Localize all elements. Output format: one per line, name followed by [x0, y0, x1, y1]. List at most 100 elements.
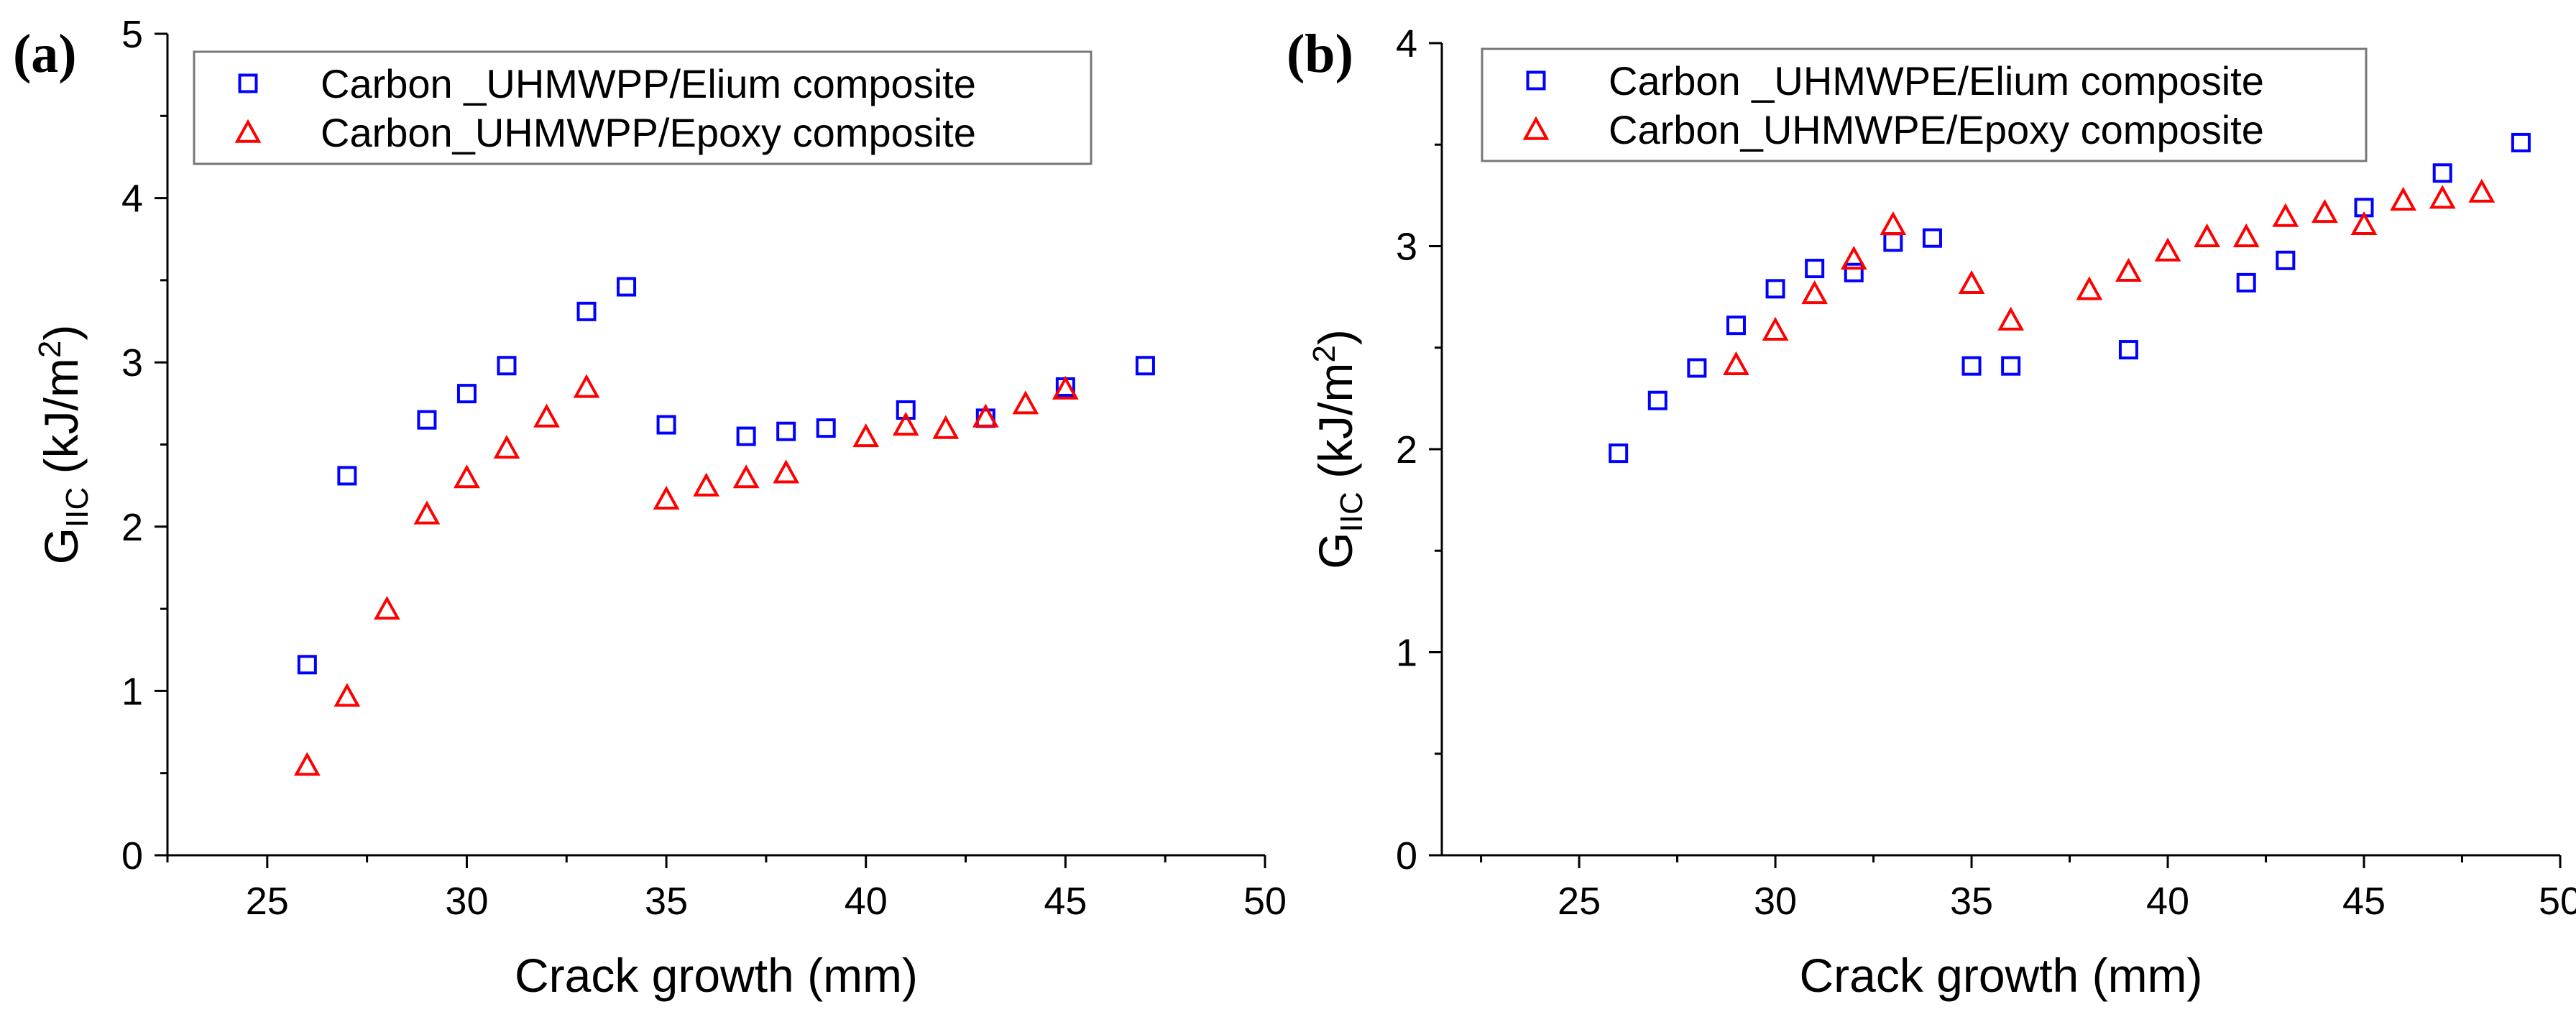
- y-axis-label-sup: 2: [1307, 345, 1342, 362]
- chart-panel-b: (b) 25 30 35 40 45 50 0 1 2 3 4 Crack growth (mm) GII…: [1287, 22, 2576, 1002]
- data-point: [852, 423, 880, 448]
- data-point: [1726, 316, 1746, 336]
- data-point: [576, 301, 597, 321]
- data-point: [293, 752, 321, 776]
- data-point: [2076, 276, 2103, 300]
- data-point: [1844, 262, 1864, 282]
- legend-marker-triangle-icon: [1522, 116, 1550, 140]
- y-tick-label: 2: [1396, 428, 1417, 471]
- legend: Carbon _UHMWPE/Elium compositeCarbon_UHM…: [1481, 47, 2368, 162]
- data-point: [1762, 316, 1789, 341]
- x-tick-label: 30: [445, 880, 488, 923]
- x-tick-label: 50: [2539, 880, 2576, 923]
- y-axis-label: GIIC (kJ/m2): [1307, 329, 1369, 569]
- y-tick-label: 1: [121, 670, 143, 713]
- data-point: [1922, 228, 1942, 248]
- legend-marker-square-icon: [1526, 70, 1546, 91]
- data-point: [2118, 340, 2138, 360]
- y-axis-label-sup: 2: [32, 341, 68, 358]
- data-point: [656, 415, 676, 435]
- x-axis-label: Crack growth (mm): [515, 949, 918, 1002]
- data-point: [617, 277, 637, 297]
- data-point: [1052, 375, 1079, 400]
- data-point: [732, 464, 760, 489]
- panel-label: (a): [13, 24, 77, 84]
- data-point: [2390, 187, 2417, 211]
- data-point: [417, 410, 437, 430]
- x-tick-label: 30: [1754, 880, 1797, 923]
- data-point: [2312, 198, 2338, 224]
- y-tick-label: 5: [121, 13, 143, 56]
- legend-box: [1481, 47, 2368, 162]
- data-point: [736, 426, 756, 446]
- data-point: [776, 421, 796, 441]
- x-axis-label: Crack growth (mm): [1799, 949, 2202, 1002]
- x-tick-label: 50: [1243, 880, 1287, 923]
- legend-entry-label: Carbon_UHMWPE/Epoxy composite: [1609, 107, 2264, 152]
- legend-marker-triangle-icon: [234, 119, 262, 143]
- legend-marker-square-icon: [238, 73, 258, 93]
- data-point: [2429, 185, 2456, 209]
- y-tick-label: 4: [121, 178, 143, 221]
- data-point: [932, 415, 960, 439]
- y-tick-label: 3: [1396, 226, 1417, 269]
- x-tick-label: 25: [1558, 880, 1601, 923]
- data-point: [2232, 223, 2260, 247]
- x-tick-label: 40: [2146, 880, 2189, 923]
- data-point: [1883, 232, 1903, 252]
- y-tick-label: 1: [1396, 632, 1417, 675]
- data-point: [2276, 250, 2296, 270]
- x-tick-label: 40: [845, 880, 888, 923]
- y-axis-label-main: G: [34, 528, 88, 564]
- data-point: [1609, 443, 1629, 464]
- y-axis-label: GIIC (kJ/m2): [32, 325, 95, 565]
- series-elium: [1609, 132, 2531, 464]
- data-point: [497, 356, 517, 376]
- data-point: [773, 459, 800, 484]
- data-point: [413, 500, 441, 525]
- data-point: [374, 596, 400, 620]
- data-point: [2236, 272, 2256, 293]
- panel-label: (b): [1287, 24, 1353, 84]
- x-tick-label: 45: [2342, 880, 2386, 923]
- data-point: [896, 400, 916, 420]
- legend-entry-label: Carbon _UHMWPP/Elium composite: [321, 61, 976, 106]
- data-point: [2272, 203, 2299, 227]
- data-point: [2511, 132, 2531, 152]
- legend-box: [193, 50, 1092, 165]
- data-point: [2350, 211, 2378, 236]
- data-point: [533, 403, 560, 428]
- data-point: [2001, 356, 2021, 376]
- x-tick-label: 35: [645, 880, 688, 923]
- data-point: [1880, 211, 1907, 236]
- data-point: [2432, 163, 2452, 183]
- y-axis-label-sub: IIC: [60, 487, 95, 528]
- data-point: [573, 374, 600, 398]
- x-tick-label: 35: [1950, 880, 1993, 923]
- data-point: [454, 464, 480, 489]
- series-elium: [297, 277, 1155, 675]
- legend-entry-label: Carbon_UHMWPP/Epoxy composite: [321, 110, 976, 155]
- data-point: [892, 412, 919, 436]
- data-point: [2115, 257, 2142, 282]
- y-axis-label-close: ): [1309, 329, 1362, 345]
- data-point: [1765, 279, 1785, 299]
- data-point: [334, 683, 361, 707]
- y-axis-label-sub: IIC: [1334, 492, 1369, 532]
- data-point: [1687, 358, 1707, 378]
- y-tick-label: 0: [1396, 834, 1417, 878]
- data-point: [2154, 237, 2181, 262]
- y-tick-label: 0: [121, 834, 143, 878]
- data-point: [1012, 390, 1039, 415]
- y-axis-label-unit: (kJ/m: [34, 358, 88, 487]
- x-tick-label: 45: [1044, 880, 1087, 923]
- x-tick-label: 25: [246, 880, 289, 923]
- data-point: [2194, 223, 2221, 247]
- data-point: [456, 384, 477, 404]
- legend-entry-label: Carbon _UHMWPE/Elium composite: [1609, 58, 2264, 103]
- data-point: [1805, 259, 1825, 279]
- series-epoxy: [293, 374, 1079, 776]
- y-axis-label-main: G: [1309, 533, 1362, 569]
